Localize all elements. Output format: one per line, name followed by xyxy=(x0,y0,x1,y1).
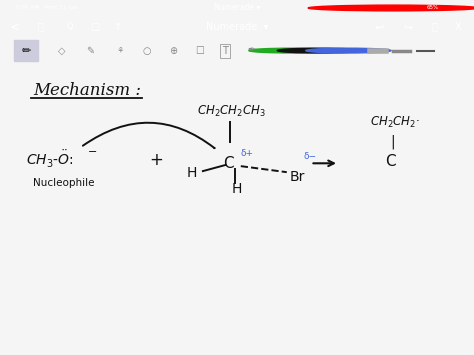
Text: <: < xyxy=(9,20,20,33)
Text: Br: Br xyxy=(289,170,304,184)
Text: Mechanism :: Mechanism : xyxy=(33,82,141,99)
Text: δ+: δ+ xyxy=(241,149,254,158)
Text: +: + xyxy=(149,151,163,169)
Text: ↑: ↑ xyxy=(114,22,122,32)
Circle shape xyxy=(306,48,391,53)
Text: ◇: ◇ xyxy=(58,45,65,56)
Text: ↩: ↩ xyxy=(374,22,384,32)
Text: Nucleophile: Nucleophile xyxy=(33,178,95,188)
Text: Numerade  ▾: Numerade ▾ xyxy=(206,22,268,32)
Text: ↪: ↪ xyxy=(403,22,412,32)
Text: Numerade ▾: Numerade ▾ xyxy=(214,4,260,12)
Text: C: C xyxy=(385,154,395,169)
Text: ⎕: ⎕ xyxy=(431,22,437,32)
Text: ⧉: ⧉ xyxy=(38,22,44,32)
Text: $CH_2CH_2$·: $CH_2CH_2$· xyxy=(370,115,419,130)
Text: ▢: ▢ xyxy=(90,22,100,32)
Text: −: − xyxy=(88,147,97,157)
Text: ✒: ✒ xyxy=(247,45,255,56)
Text: H: H xyxy=(187,166,197,180)
Text: Q: Q xyxy=(66,22,73,31)
Text: ○: ○ xyxy=(143,45,151,56)
FancyArrowPatch shape xyxy=(83,123,215,148)
Text: ✏: ✏ xyxy=(21,45,31,56)
Text: H: H xyxy=(232,182,242,196)
Text: ✎: ✎ xyxy=(86,45,94,56)
Circle shape xyxy=(249,48,334,53)
Text: $CH_3$-$\ddot{O}$:: $CH_3$-$\ddot{O}$: xyxy=(26,149,73,170)
Text: X: X xyxy=(455,22,462,32)
Text: ☐: ☐ xyxy=(195,45,203,56)
Text: $CH_2CH_2CH_3$: $CH_2CH_2CH_3$ xyxy=(197,104,265,119)
Text: δ−: δ− xyxy=(303,152,316,162)
Text: ⚘: ⚘ xyxy=(117,46,125,55)
Text: 65%: 65% xyxy=(427,5,439,11)
Text: ⊕: ⊕ xyxy=(169,45,177,56)
Circle shape xyxy=(308,5,474,11)
Bar xyxy=(14,40,38,61)
Text: 3:04 AM  Mon 31 Jan: 3:04 AM Mon 31 Jan xyxy=(14,5,79,11)
Circle shape xyxy=(277,48,363,53)
Text: T: T xyxy=(222,45,228,56)
Text: C: C xyxy=(223,156,234,171)
Text: |: | xyxy=(390,135,395,149)
